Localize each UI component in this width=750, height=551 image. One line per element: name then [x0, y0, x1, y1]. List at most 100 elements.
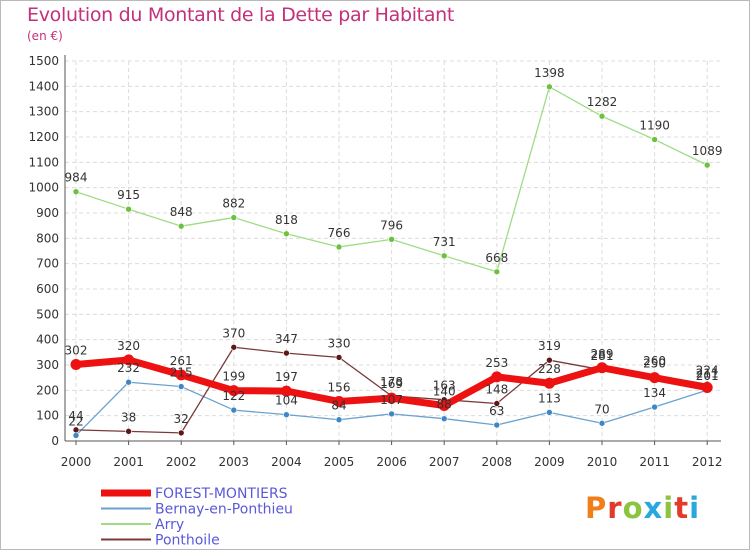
logo-letter: i [689, 491, 701, 525]
data-point [335, 416, 343, 424]
data-label: 1398 [534, 66, 565, 80]
x-tick-label: 2005 [324, 455, 355, 469]
legend-label: Ponthoile [155, 533, 220, 549]
data-label: 88 [437, 398, 452, 412]
data-label: 882 [222, 197, 245, 211]
data-point [649, 372, 661, 384]
data-point [438, 400, 450, 412]
data-point [72, 188, 80, 196]
proxiti-logo: Proxiti [585, 491, 700, 525]
data-point [230, 343, 238, 351]
y-tick-label: 300 [36, 358, 59, 372]
data-label: 211 [696, 367, 719, 381]
legend-label: Arry [155, 517, 184, 533]
y-tick-label: 1500 [28, 54, 59, 68]
data-label: 197 [275, 370, 298, 384]
data-point [333, 395, 345, 407]
data-point [335, 354, 343, 361]
y-tick-label: 1200 [28, 130, 59, 144]
chart-title: Evolution du Montant de la Dette par Hab… [27, 4, 455, 26]
series-lines [70, 83, 713, 439]
data-point [440, 252, 448, 260]
data-point [493, 400, 501, 407]
data-point [177, 383, 185, 390]
logo-letter: o [622, 491, 644, 525]
data-point [651, 136, 658, 143]
data-point [283, 349, 290, 357]
data-label: 766 [328, 226, 351, 240]
data-point [70, 358, 82, 370]
data-label: 668 [485, 251, 508, 265]
data-point [283, 230, 290, 238]
data-label: 731 [433, 235, 456, 249]
data-label: 320 [117, 339, 140, 353]
data-point [546, 83, 553, 91]
data-label: 148 [485, 383, 508, 397]
data-point [546, 409, 553, 416]
x-tick-label: 2008 [482, 455, 513, 469]
data-label: 1190 [639, 119, 670, 133]
logo-letter: t [674, 491, 690, 525]
data-point [125, 205, 132, 213]
data-label: 113 [538, 391, 561, 405]
x-tick-label: 2012 [692, 455, 723, 469]
data-label: 104 [275, 394, 298, 408]
data-point [598, 112, 606, 120]
y-tick-label: 600 [36, 282, 59, 296]
logo-letter: P [585, 491, 608, 525]
logo-letter: i [663, 491, 675, 525]
data-point [440, 415, 448, 423]
x-tick-label: 2011 [639, 455, 670, 469]
data-point [335, 243, 343, 251]
y-tick-label: 900 [36, 206, 59, 220]
data-point [598, 419, 606, 427]
y-tick-label: 1100 [28, 155, 59, 169]
data-label: 319 [538, 339, 561, 353]
data-label: 232 [117, 361, 140, 375]
data-point [651, 403, 658, 411]
data-label: 261 [170, 354, 193, 368]
y-tick-label: 400 [36, 333, 59, 347]
data-label: 1089 [692, 144, 723, 158]
data-label: 281 [591, 349, 614, 363]
data-label: 201 [696, 369, 719, 383]
data-label: 84 [331, 399, 346, 413]
data-point [125, 428, 132, 435]
y-tick-label: 1400 [28, 79, 59, 93]
data-point [72, 432, 80, 439]
data-label: 140 [433, 385, 456, 399]
y-tick-label: 500 [36, 307, 59, 321]
data-label: 228 [538, 362, 561, 376]
data-point [388, 236, 395, 243]
data-label: 178 [380, 375, 403, 389]
x-tick-label: 2001 [113, 455, 144, 469]
data-label: 848 [170, 205, 193, 219]
data-label: 44 [68, 409, 83, 423]
data-point [703, 161, 711, 169]
data-label: 289 [591, 347, 614, 361]
data-point [228, 385, 240, 397]
data-label: 224 [696, 363, 719, 377]
data-label: 156 [328, 380, 351, 394]
data-label: 32 [174, 412, 189, 426]
chart-unit: (en €) [27, 29, 63, 43]
y-tick-label: 800 [36, 231, 59, 245]
data-point [177, 429, 185, 437]
y-tick-label: 100 [36, 409, 59, 423]
data-label: 38 [121, 410, 136, 424]
y-tick-label: 700 [36, 257, 59, 271]
legend: FOREST-MONTIERSBernay-en-PonthieuArryPon… [101, 486, 293, 549]
data-label: 915 [117, 188, 140, 202]
y-tick-label: 200 [36, 383, 59, 397]
data-point [72, 426, 80, 434]
data-label: 984 [65, 171, 88, 185]
data-point [175, 369, 187, 381]
data-point [280, 385, 292, 397]
data-label: 370 [222, 326, 245, 340]
x-tick-label: 2009 [534, 455, 565, 469]
data-label: 796 [380, 218, 403, 232]
legend-label: Bernay-en-Ponthieu [155, 502, 293, 518]
x-tick-label: 2004 [271, 455, 302, 469]
